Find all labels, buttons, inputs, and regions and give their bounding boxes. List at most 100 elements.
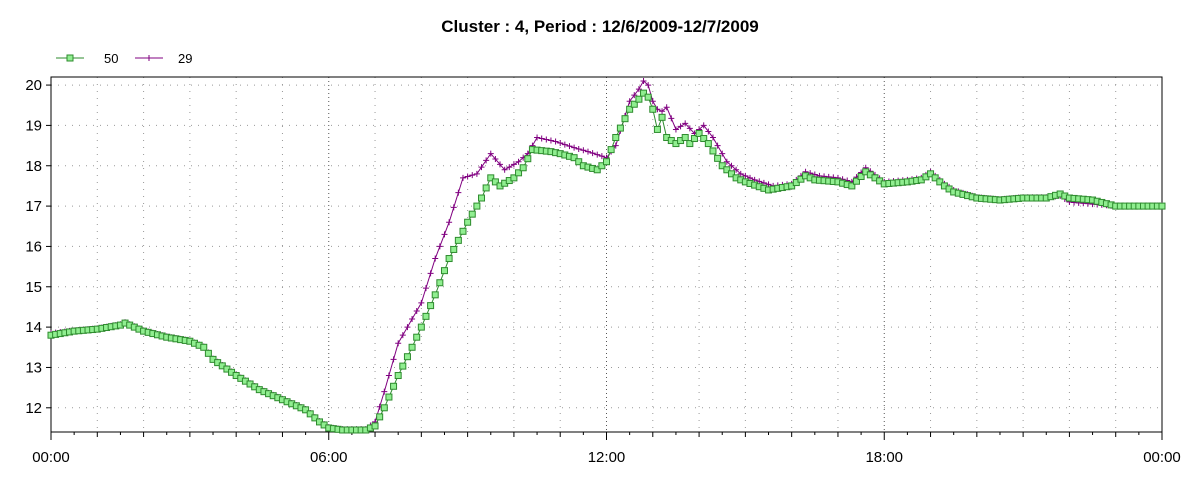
legend-item-50: 50 bbox=[56, 51, 118, 66]
y-tick-label: 20 bbox=[25, 77, 42, 94]
series-29-point bbox=[427, 270, 434, 277]
series-29-point bbox=[483, 157, 490, 164]
series-29-point bbox=[446, 219, 453, 226]
series-50-point bbox=[436, 279, 444, 287]
series-29-point bbox=[682, 120, 689, 127]
grid bbox=[51, 77, 1162, 432]
series-29-point bbox=[765, 181, 772, 188]
series-50-point bbox=[704, 140, 712, 148]
series-50-point bbox=[478, 194, 486, 202]
series-50-point bbox=[487, 174, 495, 182]
series-50-point bbox=[723, 166, 731, 174]
series-50-point bbox=[200, 343, 208, 351]
series-29-point bbox=[557, 140, 564, 147]
series-50-point bbox=[931, 174, 939, 182]
series-50-point bbox=[385, 393, 393, 401]
series-29-point bbox=[705, 128, 712, 135]
x-tick-label: 12:00 bbox=[588, 449, 626, 466]
series-29-point bbox=[631, 92, 638, 99]
series-50-point bbox=[311, 414, 319, 422]
series-50-point bbox=[515, 169, 523, 177]
series-50-point bbox=[570, 154, 578, 162]
series-29-point bbox=[422, 285, 429, 292]
series-50-point bbox=[399, 362, 407, 370]
legend-label-29: 29 bbox=[178, 51, 192, 66]
series-50-point bbox=[603, 158, 610, 166]
series-50-point bbox=[417, 323, 425, 331]
series-50-point bbox=[852, 177, 860, 185]
series-29-point bbox=[534, 134, 541, 141]
series-50-point bbox=[616, 124, 624, 132]
legend: 50 29 bbox=[56, 51, 192, 66]
series-50-point bbox=[658, 113, 666, 121]
series-50-point bbox=[653, 125, 661, 133]
series-29-point bbox=[733, 166, 740, 173]
series-29-point bbox=[409, 316, 416, 323]
series-29-point bbox=[561, 141, 568, 148]
legend-marker-50 bbox=[66, 54, 74, 62]
series-29-point bbox=[659, 108, 666, 115]
series-50-point bbox=[390, 382, 398, 390]
series-50-point bbox=[510, 174, 518, 182]
series-50-point bbox=[450, 245, 458, 253]
series-50-point bbox=[630, 100, 638, 108]
series-50-point bbox=[371, 422, 379, 430]
series-29-point bbox=[598, 153, 605, 160]
series-50-point bbox=[598, 162, 606, 170]
series-29-point bbox=[413, 307, 420, 314]
series-29-point bbox=[635, 86, 642, 93]
series-50-point bbox=[440, 267, 448, 275]
series-50-point bbox=[626, 105, 634, 113]
series-29-point bbox=[672, 126, 679, 133]
series-50-point bbox=[380, 404, 388, 412]
series-29-point bbox=[473, 170, 480, 177]
series-50-point bbox=[936, 178, 944, 186]
y-tick-label: 17 bbox=[25, 198, 42, 215]
series-29-point bbox=[459, 174, 466, 181]
series-29-point bbox=[594, 151, 601, 158]
series-29-point bbox=[515, 158, 522, 165]
series-29-point bbox=[566, 143, 573, 150]
series-50-point bbox=[413, 333, 421, 341]
series-29-point bbox=[742, 172, 749, 179]
series-29-point bbox=[441, 231, 448, 238]
series-29-point bbox=[552, 138, 559, 145]
series-29-point bbox=[728, 162, 735, 169]
series-50-point bbox=[524, 155, 532, 163]
legend-marker-29 bbox=[146, 55, 152, 61]
series-29-point bbox=[719, 150, 726, 157]
series-29-markers bbox=[48, 78, 1165, 433]
series-29-point bbox=[677, 123, 684, 130]
series-29-point bbox=[737, 170, 744, 177]
series-29-point bbox=[575, 145, 582, 152]
series-29-point bbox=[510, 161, 517, 168]
series-50-point bbox=[422, 312, 430, 320]
series-50-point bbox=[427, 302, 435, 310]
legend-item-29: 29 bbox=[135, 51, 192, 66]
series-29-point bbox=[668, 115, 675, 122]
series-50-point bbox=[491, 178, 499, 186]
series-50-point bbox=[431, 291, 439, 299]
series-29-point bbox=[478, 164, 485, 171]
series-29-point bbox=[584, 148, 591, 155]
series-29-point bbox=[418, 299, 425, 306]
series-50-markers bbox=[47, 89, 1166, 434]
series-29-point bbox=[450, 204, 457, 211]
tick-labels: 12 13 14 15 16 17 18 19 20 00:00 06:00 12:00 18:00 00… bbox=[25, 77, 1180, 466]
series-50-point bbox=[464, 218, 472, 226]
x-tick-label: 00:00 bbox=[32, 449, 70, 466]
series-29-point bbox=[455, 189, 462, 196]
series-50-point bbox=[473, 202, 481, 210]
series-50-point bbox=[686, 140, 694, 148]
series-50-point bbox=[459, 227, 467, 235]
series-50-point bbox=[857, 173, 865, 181]
series-29-point bbox=[385, 372, 392, 379]
y-tick-label: 19 bbox=[25, 117, 42, 134]
series-29-point bbox=[571, 144, 578, 151]
series-29-point bbox=[709, 134, 716, 141]
series-29-point bbox=[543, 136, 550, 143]
series-29-point bbox=[506, 164, 513, 171]
series-29-point bbox=[612, 142, 619, 149]
chart-title: Cluster : 4, Period : 12/6/2009-12/7/200… bbox=[441, 17, 759, 36]
